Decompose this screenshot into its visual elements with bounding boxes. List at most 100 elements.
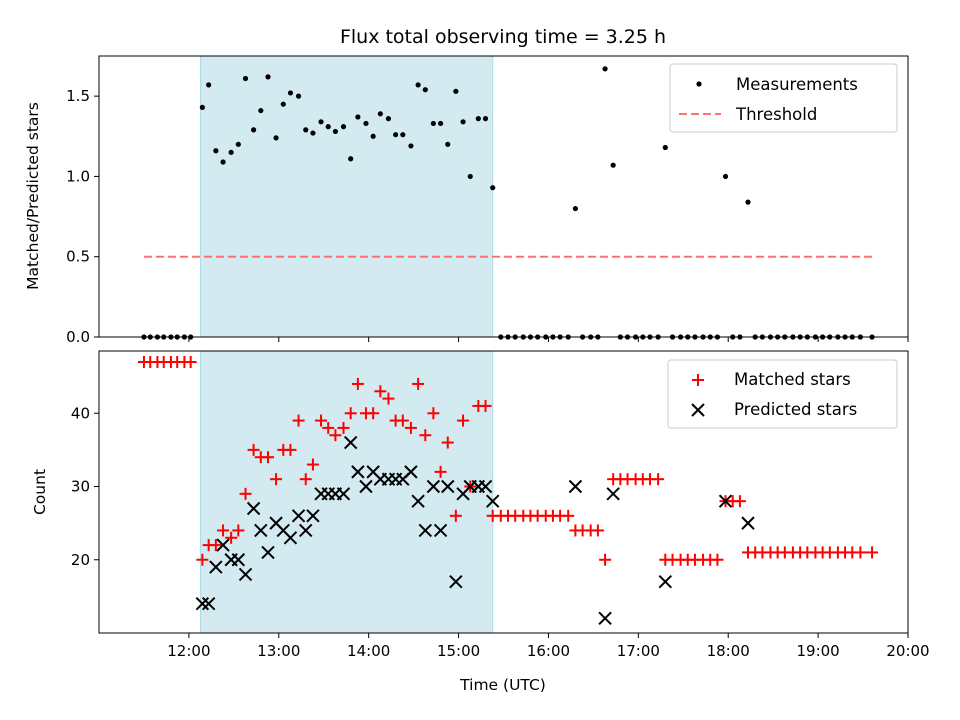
measurement-point [355,114,361,120]
bottom-series-1 [195,435,755,626]
matched-star-marker [299,473,312,486]
measurement-point [199,104,205,110]
matched-star-marker [374,385,387,398]
bottom-legend-box [667,359,898,429]
predicted-star-marker-b [283,531,298,545]
matched-star-marker [337,421,350,434]
top-observing-span [200,56,493,337]
measurement-point [602,66,608,72]
predicted-star-marker-b [343,435,358,450]
bottom-series-0 [137,355,879,566]
x-tick-label: 19:00 [796,642,839,660]
predicted-star-marker-b [299,523,313,538]
measurement-point [235,141,241,147]
predicted-star-marker-b [201,596,216,611]
predicted-star-marker-b [238,567,253,582]
measurement-point [242,75,249,82]
matched-star-marker [591,524,604,537]
measurement-point [415,82,421,88]
bottom-panel: 20 30 40 12:00 13:00 14:00 15:00 16:00 17:00 18:0… [71,350,930,660]
bottom-axes-frame [98,350,909,634]
predicted-star-marker-b [269,516,283,530]
matched-star-marker [329,429,342,442]
measurement-point [310,130,316,136]
legend-measurements-label: Measurements [736,75,858,94]
bottom-legend: Matched stars Predicted stars [667,359,898,429]
measurement-point [377,111,383,117]
predicted-star-marker-b [261,545,275,560]
measurement-point [220,159,226,165]
predicted-star-marker [291,509,306,523]
matched-star-marker [306,458,319,471]
measurement-point [273,135,279,141]
matched-star-marker [427,407,440,420]
predicted-star-marker [261,545,275,560]
predicted-star-marker [299,523,313,538]
measurement-point [332,128,339,135]
measurement-point [475,116,481,122]
predicted-star-marker [568,479,583,494]
predicted-star-marker-b [359,479,373,494]
predicted-star-marker-b [718,494,733,508]
measurement-point [408,143,414,149]
measurement-point [280,101,286,107]
matched-star-marker [217,524,230,537]
x-tick-label: 12:00 [167,642,210,660]
predicted-star-marker [441,479,455,494]
measurement-point [228,149,234,155]
matched-star-marker [652,473,665,486]
matched-star-marker [854,546,867,559]
x-tick-label: 20:00 [886,642,929,660]
predicted-star-marker-b [478,479,493,494]
predicted-star-marker [418,523,433,538]
measurement-point [295,93,302,99]
top-axes-frame [98,55,909,338]
matched-star-marker [344,407,357,420]
matched-star-marker [284,443,297,456]
predicted-star-marker [449,575,463,589]
predicted-star-marker-b [306,509,320,523]
predicted-star-marker-b [568,479,583,494]
predicted-star-marker-b [366,465,380,479]
predicted-star-marker [658,575,673,589]
legend-matched-marker [692,374,704,386]
matched-star-marker [711,553,724,566]
measurement-point [325,124,331,130]
matched-star-marker [261,451,274,464]
matched-star-marker [404,421,417,434]
measurement-point [318,119,324,125]
measurement-point [490,185,496,191]
x-tick-label: 18:00 [707,642,750,660]
x-tick-label: 17:00 [617,642,660,660]
legend-predicted-label: Predicted stars [734,400,857,419]
measurement-point [385,116,392,122]
bottom-y-tick-label: 20 [71,551,90,569]
predicted-star-marker [486,494,500,508]
measurement-point [610,162,616,168]
predicted-star-marker [306,509,320,523]
predicted-star-marker-b [195,596,210,611]
predicted-star-marker [246,501,261,516]
x-tick-label: 15:00 [437,642,480,660]
matched-star-marker [239,487,252,500]
predicted-star-marker-b [216,538,230,552]
measurement-point [467,173,473,180]
bottom-y-tick-label: 30 [71,478,90,496]
legend-matched-label: Matched stars [734,370,851,389]
measurement-point [303,127,309,133]
matched-star-marker [225,531,238,544]
matched-star-marker [247,443,260,456]
predicted-star-marker [351,465,365,479]
measurement-point [662,144,668,151]
top-legend: Measurements Threshold [669,63,898,133]
matched-star-marker [270,473,283,486]
measurement-point [206,82,212,88]
top-y-tick-label: 0.0 [66,328,90,346]
top-y-tick-label: 1.0 [66,167,90,185]
x-tick-label: 13:00 [257,642,300,660]
x-axis-label: Time (UTC) [459,676,546,694]
matched-star-marker [434,465,447,478]
predicted-star-marker-b [291,509,306,523]
measurement-point [340,124,347,130]
predicted-star-marker [433,523,448,538]
